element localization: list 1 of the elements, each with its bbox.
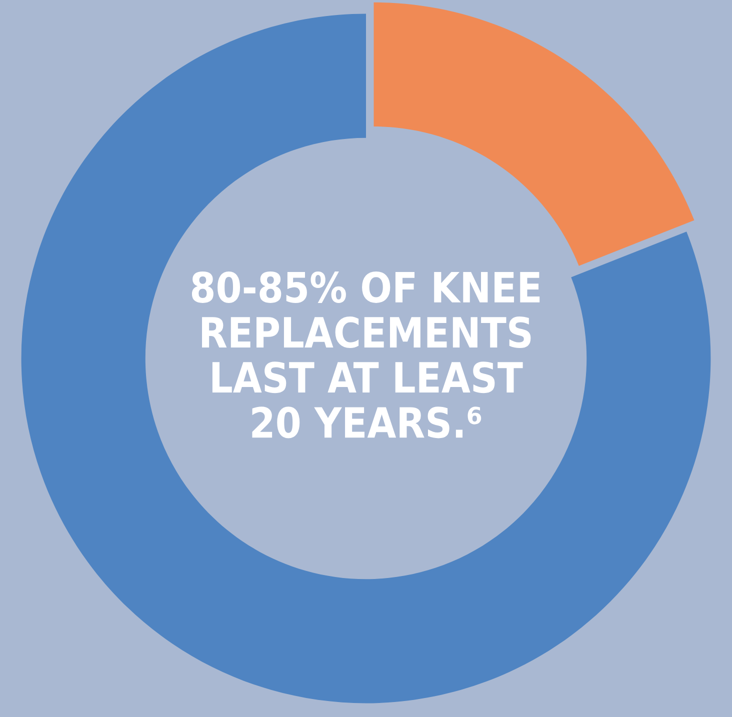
text: 80-85% OF KNEE REPLACEMENTS LAST AT LEAST 20 YEARS.⁶ [192, 271, 540, 438]
